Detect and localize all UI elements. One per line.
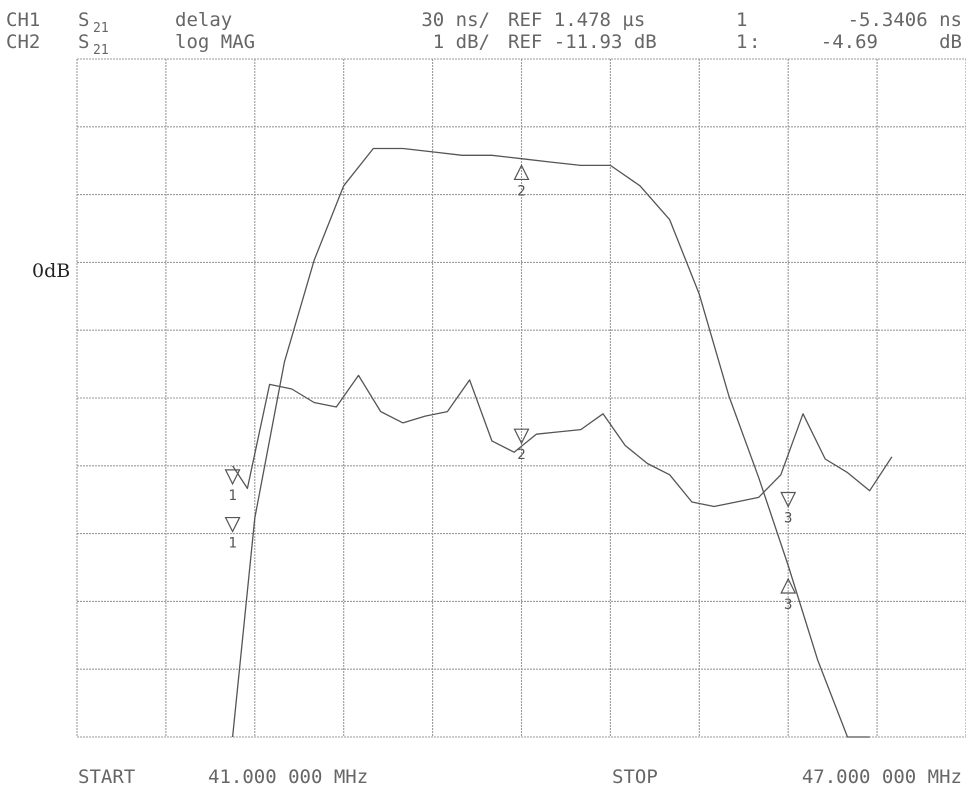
marker-number: 1 xyxy=(228,536,236,552)
ch2-header: CH2 S 21 log MAG 1 dB/ REF -11.93 dB 1 :… xyxy=(6,31,962,58)
ch2-reference: REF -11.93 dB xyxy=(508,31,657,53)
zero-db-annotation: 0dB xyxy=(32,260,70,282)
ch1-marker-index: 1 xyxy=(736,9,747,31)
ch2-marker-index: 1 xyxy=(736,31,747,53)
marker-number: 3 xyxy=(784,597,792,613)
marker-number: 1 xyxy=(228,488,236,504)
marker-triangle xyxy=(513,428,530,445)
start-label: START xyxy=(78,766,135,788)
ch1-param: S xyxy=(78,9,89,31)
ch1-format: delay xyxy=(175,9,232,31)
log_mag-trace xyxy=(231,147,870,738)
markers: 1 2 3 1 2 3 xyxy=(224,164,797,613)
ch1-marker-value: -5.3406 ns xyxy=(848,9,962,31)
start-frequency: 41.000 000 MHz xyxy=(208,766,368,788)
ch2-marker-separator: : xyxy=(749,31,760,53)
ch1-header: CH1 S 21 delay 30 ns/ REF 1.478 µs 1 -5.… xyxy=(6,9,962,36)
marker-triangle xyxy=(224,516,241,533)
ch1-label: CH1 xyxy=(6,9,40,31)
marker-triangle xyxy=(780,577,797,594)
ch1-scale: 30 ns/ xyxy=(421,9,490,31)
ch2-marker-unit: dB xyxy=(939,31,962,53)
traces xyxy=(231,147,893,738)
marker-number: 3 xyxy=(784,510,792,526)
ch1-param-subscript: 21 xyxy=(93,21,109,36)
delay-trace xyxy=(232,374,893,508)
stop-label: STOP xyxy=(612,766,658,788)
marker-1-delay: 1 xyxy=(224,469,241,504)
marker-2-log_mag: 2 xyxy=(513,164,530,199)
ch2-param-subscript: 21 xyxy=(93,43,109,58)
marker-1-log_mag: 1 xyxy=(224,516,241,552)
marker-3-delay: 3 xyxy=(780,491,797,526)
ch2-format: log MAG xyxy=(175,31,255,53)
marker-number: 2 xyxy=(517,447,525,463)
marker-3-log_mag: 3 xyxy=(780,577,797,613)
marker-2-delay: 2 xyxy=(513,428,530,463)
ch2-param: S xyxy=(78,31,89,53)
ch2-marker-value: -4.69 xyxy=(821,31,878,53)
stop-frequency: 47.000 000 MHz xyxy=(802,766,962,788)
ch1-reference: REF 1.478 µs xyxy=(508,9,645,31)
marker-triangle xyxy=(780,491,797,508)
frequency-footer: START 41.000 000 MHz STOP 47.000 000 MHz xyxy=(78,766,962,788)
graticule xyxy=(76,58,966,738)
marker-number: 2 xyxy=(517,183,525,199)
ch2-scale: 1 dB/ xyxy=(433,31,490,53)
marker-triangle xyxy=(224,469,241,486)
ch2-label: CH2 xyxy=(6,31,40,53)
marker-triangle xyxy=(513,164,530,181)
